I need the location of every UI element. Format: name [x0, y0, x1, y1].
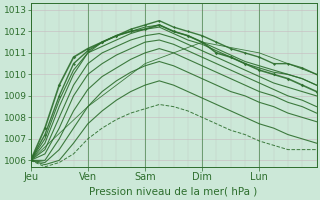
X-axis label: Pression niveau de la mer( hPa ): Pression niveau de la mer( hPa ): [90, 187, 258, 197]
